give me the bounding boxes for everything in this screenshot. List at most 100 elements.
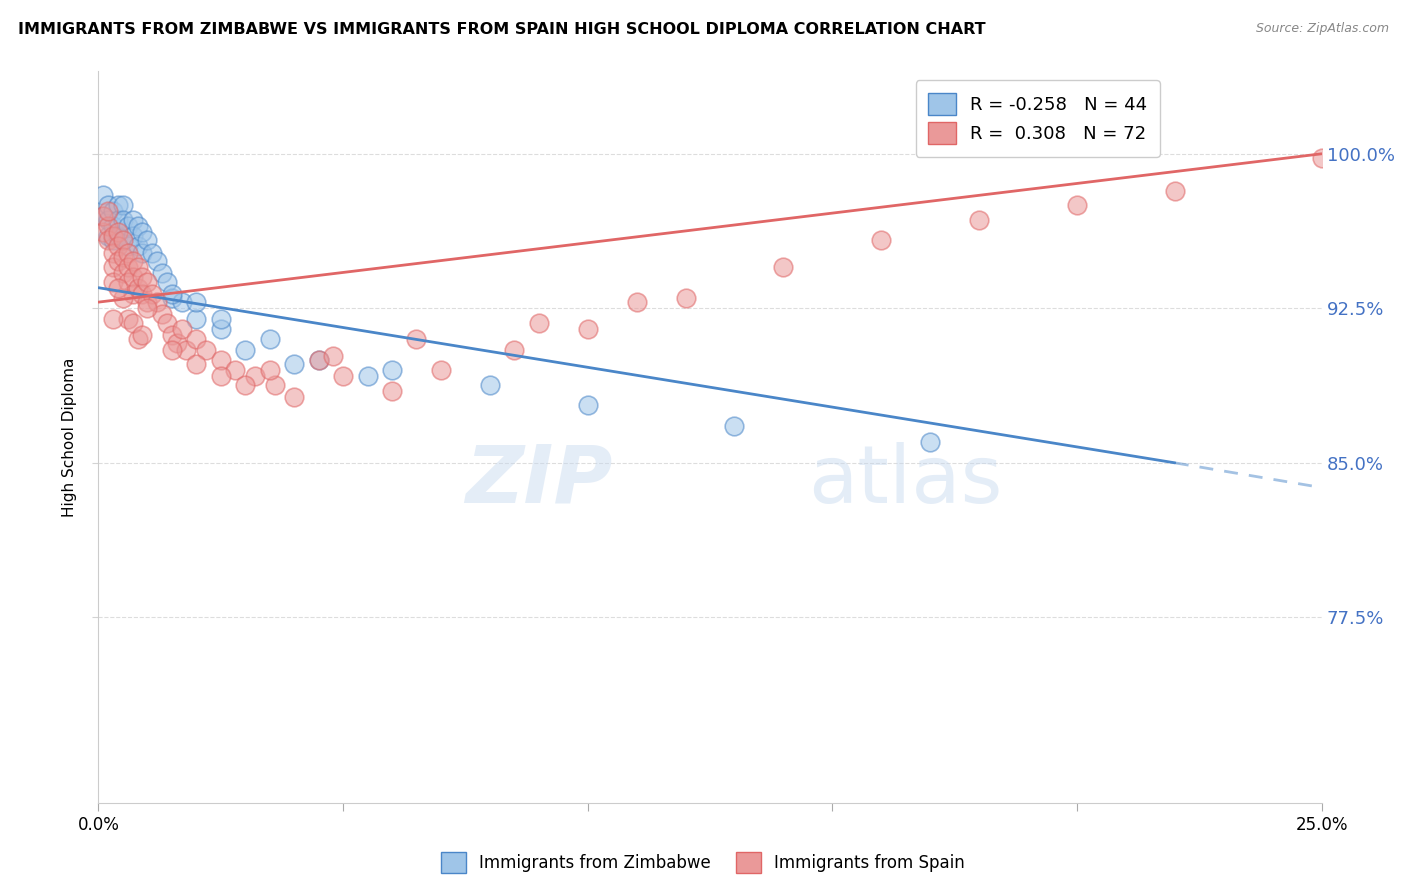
Point <box>117 275 139 289</box>
Point <box>186 311 208 326</box>
Point <box>405 332 427 346</box>
Point <box>322 349 344 363</box>
Point <box>308 352 330 367</box>
Point <box>186 332 208 346</box>
Point <box>430 363 453 377</box>
Legend: R = -0.258   N = 44, R =  0.308   N = 72: R = -0.258 N = 44, R = 0.308 N = 72 <box>915 80 1160 157</box>
Point <box>101 311 124 326</box>
Point <box>160 343 183 357</box>
Point <box>117 219 139 233</box>
Text: ZIP: ZIP <box>465 442 612 520</box>
Point <box>117 245 139 260</box>
Point <box>233 343 256 357</box>
Point <box>156 316 179 330</box>
Point <box>967 212 990 227</box>
Point <box>131 245 153 260</box>
Point <box>107 212 129 227</box>
Point <box>107 198 129 212</box>
Point <box>117 311 139 326</box>
Point <box>527 316 550 330</box>
Point <box>101 260 124 274</box>
Point <box>141 245 163 260</box>
Point <box>101 233 124 247</box>
Point <box>170 295 193 310</box>
Point <box>111 266 134 280</box>
Point <box>101 245 124 260</box>
Point <box>127 239 149 253</box>
Point <box>576 322 599 336</box>
Point <box>186 295 208 310</box>
Point <box>121 286 143 301</box>
Point <box>1310 151 1333 165</box>
Point <box>308 352 330 367</box>
Point <box>209 322 232 336</box>
Point <box>1164 184 1187 198</box>
Point <box>131 225 153 239</box>
Point <box>146 295 169 310</box>
Point <box>1066 198 1088 212</box>
Point <box>97 229 120 244</box>
Point <box>91 209 114 223</box>
Point <box>101 229 124 244</box>
Point <box>209 311 232 326</box>
Point <box>259 332 281 346</box>
Point <box>107 281 129 295</box>
Point <box>97 204 120 219</box>
Point <box>170 322 193 336</box>
Point <box>131 286 153 301</box>
Text: Source: ZipAtlas.com: Source: ZipAtlas.com <box>1256 22 1389 36</box>
Point <box>160 291 183 305</box>
Point <box>127 260 149 274</box>
Point <box>97 233 120 247</box>
Point <box>136 295 159 310</box>
Point <box>127 281 149 295</box>
Point <box>121 212 143 227</box>
Point <box>576 398 599 412</box>
Point <box>772 260 794 274</box>
Point <box>97 198 120 212</box>
Point <box>233 377 256 392</box>
Point <box>101 275 124 289</box>
Point <box>356 369 378 384</box>
Point <box>97 212 120 227</box>
Point <box>209 352 232 367</box>
Point <box>176 343 198 357</box>
Point <box>381 384 404 398</box>
Point <box>195 343 218 357</box>
Point <box>107 239 129 253</box>
Point <box>111 233 134 247</box>
Point <box>127 332 149 346</box>
Point <box>91 188 114 202</box>
Point <box>121 270 143 285</box>
Text: IMMIGRANTS FROM ZIMBABWE VS IMMIGRANTS FROM SPAIN HIGH SCHOOL DIPLOMA CORRELATIO: IMMIGRANTS FROM ZIMBABWE VS IMMIGRANTS F… <box>18 22 986 37</box>
Point <box>111 250 134 264</box>
Point <box>626 295 648 310</box>
Point <box>107 225 129 239</box>
Point <box>156 275 179 289</box>
Point <box>111 233 134 247</box>
Point <box>723 418 745 433</box>
Point <box>146 254 169 268</box>
Point <box>117 260 139 274</box>
Point <box>259 363 281 377</box>
Point <box>209 369 232 384</box>
Point <box>243 369 266 384</box>
Point <box>263 377 285 392</box>
Point <box>101 204 124 219</box>
Point <box>870 233 893 247</box>
Point <box>111 291 134 305</box>
Point <box>107 229 129 244</box>
Point <box>136 301 159 316</box>
Point <box>97 219 120 233</box>
Point <box>675 291 697 305</box>
Point <box>141 286 163 301</box>
Legend: Immigrants from Zimbabwe, Immigrants from Spain: Immigrants from Zimbabwe, Immigrants fro… <box>434 846 972 880</box>
Point <box>381 363 404 377</box>
Point <box>160 328 183 343</box>
Point <box>186 357 208 371</box>
Point <box>111 212 134 227</box>
Point <box>107 254 129 268</box>
Point <box>136 275 159 289</box>
Text: atlas: atlas <box>808 442 1002 520</box>
Point <box>127 219 149 233</box>
